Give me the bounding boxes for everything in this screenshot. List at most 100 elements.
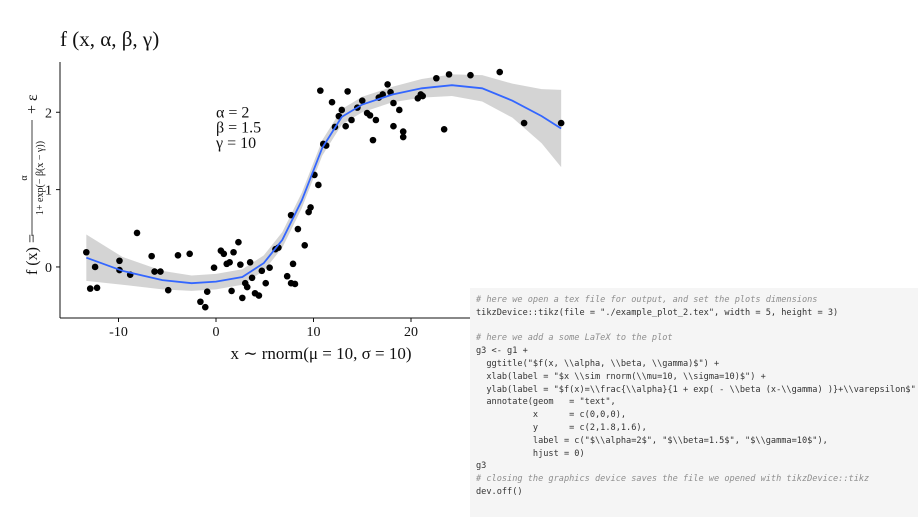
code-line: hjust = 0) (476, 448, 585, 459)
point (174, 252, 182, 259)
code-line: ggtitle("$f(x, \\alpha, \\beta, \\gamma)… (476, 358, 720, 369)
point (399, 128, 407, 135)
point (433, 74, 440, 82)
point (307, 204, 314, 211)
code-line: g3 <- g1 + (476, 346, 528, 357)
code-line: xlab(label = "$x \\sim rnorm(\\mu=10, \\… (476, 371, 766, 382)
point (445, 71, 453, 78)
point (283, 272, 291, 280)
point (197, 298, 204, 306)
point (220, 250, 228, 258)
point (151, 268, 158, 275)
point (230, 248, 237, 256)
y-tick-label: 2 (45, 106, 52, 121)
point (358, 97, 366, 104)
point (157, 268, 164, 275)
point (315, 181, 322, 189)
point (83, 248, 90, 256)
point (348, 116, 355, 124)
point (228, 287, 235, 295)
code-line: x = c(0,0,0), (476, 410, 627, 421)
code-line: ylab(label = "$f(x)=\\frac{\\alpha}{1 + … (476, 384, 916, 395)
code-paragraph: # here we add a some LaTeX to the plot g3… (470, 332, 918, 498)
point (86, 285, 94, 292)
point (399, 133, 407, 141)
point (239, 294, 246, 302)
confidence-band (86, 74, 562, 291)
annotation: α = 2 (216, 104, 249, 121)
point (372, 116, 380, 124)
point (344, 88, 351, 95)
point (148, 252, 155, 260)
point (266, 264, 273, 272)
x-tick-label: 0 (213, 325, 220, 340)
point (440, 125, 448, 133)
y-tick-label: 1 (45, 184, 52, 199)
point (467, 71, 474, 79)
code-line: label = c("$\\alpha=2$", "$\\beta=1.5$",… (476, 435, 828, 446)
code-line: # here we add a some LaTeX to the plot (476, 333, 673, 344)
point (133, 229, 141, 237)
point (164, 286, 172, 294)
point (419, 92, 427, 100)
point (317, 87, 324, 94)
point (301, 241, 309, 249)
x-axis-label: x ∼ rnorm(μ = 10, σ = 10) (230, 344, 411, 363)
point (226, 259, 233, 266)
point (243, 283, 251, 291)
point (390, 122, 397, 130)
point (235, 238, 242, 246)
x-tick-label: 20 (404, 325, 418, 340)
point (91, 263, 99, 271)
point (328, 98, 336, 106)
point (338, 106, 346, 114)
y-label-denominator: 1+ exp(− β(x − γ)) (35, 141, 46, 215)
point (201, 303, 209, 311)
code-line: y = c(2,1.8,1.6), (476, 422, 647, 433)
point (294, 225, 302, 233)
point (369, 136, 377, 144)
code-line: g3 (476, 461, 487, 472)
code-line: # closing the graphics device saves the … (476, 474, 870, 485)
code-block: # here we open a tex file for output, an… (470, 288, 918, 517)
point (291, 280, 299, 288)
code-line: annotate(geom = "text", (476, 397, 616, 408)
code-line: tikzDevice::tikz(file = "./example_plot_… (476, 307, 839, 318)
point (366, 112, 374, 119)
y-label-left: f (x) = (24, 234, 41, 275)
point (246, 259, 254, 266)
x-tick-label: -10 (109, 325, 128, 340)
point (520, 119, 528, 127)
point (186, 250, 193, 258)
y-axis-label: f (x) = α 1+ exp(− β(x − γ)) + ε (19, 94, 46, 275)
chart-title: f (x, α, β, γ) (60, 27, 159, 51)
code-paragraph: # here we open a tex file for output, an… (470, 294, 918, 320)
point (210, 264, 218, 272)
y-tick-label: 0 (45, 261, 52, 276)
point (237, 261, 244, 268)
point (93, 284, 101, 292)
smooth-line (86, 84, 562, 285)
point (342, 122, 349, 130)
point (390, 99, 397, 107)
code-line: # here we open a tex file for output, an… (476, 295, 818, 305)
x-tick-label: 10 (307, 325, 321, 340)
point (396, 106, 403, 114)
y-label-numerator: α (19, 175, 30, 181)
point (557, 119, 565, 127)
point (248, 274, 256, 282)
annotation: γ = 10 (215, 135, 256, 152)
point (384, 81, 391, 88)
point (262, 279, 270, 287)
y-label-right: + ε (24, 94, 41, 114)
point (258, 267, 266, 275)
point (289, 260, 297, 268)
annotation: β = 1.5 (216, 120, 261, 137)
code-line: dev.off() (476, 486, 523, 497)
point (255, 292, 263, 299)
point (496, 68, 504, 76)
point (379, 91, 387, 98)
point (203, 288, 211, 296)
